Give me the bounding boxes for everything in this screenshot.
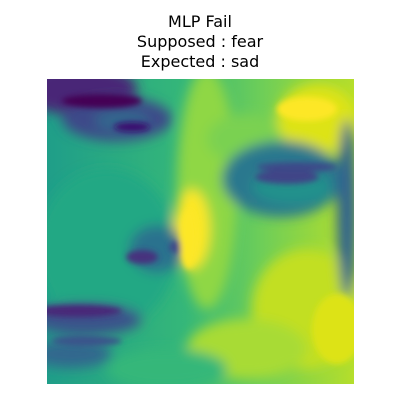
title-line-expected: Expected : sad [140,52,260,71]
title-line-classifier: MLP Fail [168,12,232,31]
face-heatmap-image [47,79,354,384]
face-image [47,79,354,384]
figure-title: MLP Fail Supposed : fear Expected : sad [0,12,400,72]
title-line-predicted: Supposed : fear [136,32,264,51]
